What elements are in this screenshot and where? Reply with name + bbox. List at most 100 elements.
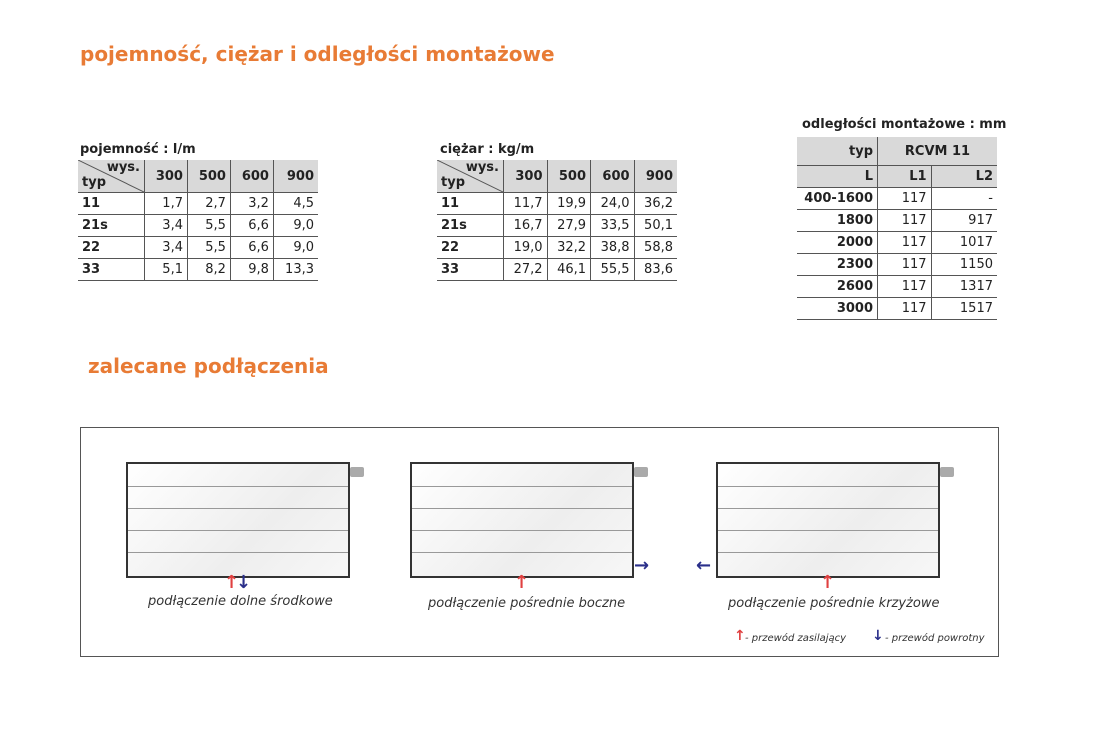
- cell-value: 5,5: [186, 214, 231, 237]
- section-title-connections: zalecane podłączenia: [88, 354, 329, 378]
- connection-label: podłączenie dolne środkowe: [148, 594, 333, 609]
- cell-value: 4,5: [272, 192, 318, 215]
- capacity-caption: pojemność : l/m: [80, 142, 196, 157]
- cell-value: -: [930, 187, 997, 210]
- supply-arrow-icon: ↑: [224, 572, 240, 593]
- mounting-table: typ RCVM 11 L L1 L2 400-1600 117-1800 117 917 2…: [797, 137, 997, 320]
- col-header: 500: [186, 160, 231, 193]
- cell-value: 6,6: [229, 214, 274, 237]
- cell-value: 9,0: [272, 236, 318, 259]
- model-header: RCVM 11: [877, 137, 997, 166]
- supply-arrow-icon: ↑: [820, 572, 836, 593]
- row-label: 33: [437, 258, 504, 281]
- cell-value: 46,1: [546, 258, 591, 281]
- cell-value: 9,8: [229, 258, 274, 281]
- cell-value: 38,8: [590, 236, 635, 259]
- weight-caption: ciężar : kg/m: [440, 142, 535, 157]
- col-header: L1: [877, 165, 932, 188]
- table-row: 2000 117 1017: [797, 231, 997, 254]
- connection-label: podłączenie pośrednie krzyżowe: [728, 596, 940, 611]
- cell-value: 9,0: [272, 214, 318, 237]
- valve-icon: [940, 467, 954, 477]
- cell-value: 117: [877, 275, 932, 298]
- col-header: L2: [930, 165, 997, 188]
- cell-value: 36,2: [633, 192, 677, 215]
- cell-value: 11,7: [503, 192, 548, 215]
- cell-value: 8,2: [186, 258, 231, 281]
- col-header: 600: [590, 160, 635, 193]
- row-label: 33: [78, 258, 145, 281]
- col-header: 600: [229, 160, 274, 193]
- return-legend: - przewód powrotny: [885, 633, 985, 644]
- col-header: 900: [633, 160, 677, 193]
- row-label: 2000: [797, 231, 878, 254]
- table-row: 21s 3,4 5,5 6,6 9,0: [78, 214, 318, 237]
- cell-value: 6,6: [229, 236, 274, 259]
- cell-value: 27,2: [503, 258, 548, 281]
- table-row: 2600 117 1317: [797, 275, 997, 298]
- cell-value: 58,8: [633, 236, 677, 259]
- cell-value: 117: [877, 297, 932, 320]
- cell-value: 19,0: [503, 236, 548, 259]
- table-row: 21s 16,7 27,9 33,5 50,1: [437, 214, 677, 237]
- typ-header: typ: [797, 137, 878, 166]
- cell-value: 55,5: [590, 258, 635, 281]
- cell-value: 1,7: [144, 192, 188, 215]
- row-label: 21s: [437, 214, 504, 237]
- cell-value: 5,5: [186, 236, 231, 259]
- col-header: 500: [546, 160, 591, 193]
- cell-value: 27,9: [546, 214, 591, 237]
- cell-value: 5,1: [144, 258, 188, 281]
- cell-value: 13,3: [272, 258, 318, 281]
- col-header: 300: [144, 160, 188, 193]
- row-label: 22: [78, 236, 145, 259]
- cell-value: 33,5: [590, 214, 635, 237]
- mounting-caption: odległości montażowe : mm: [802, 117, 1007, 132]
- section-title-specs: pojemność, ciężar i odległości montażowe: [80, 42, 555, 66]
- return-legend-icon: ↓: [872, 628, 884, 644]
- cell-value: 917: [930, 209, 997, 232]
- return-arrow-icon: ←: [696, 555, 712, 576]
- cell-value: 3,4: [144, 236, 188, 259]
- cell-value: 117: [877, 231, 932, 254]
- header-corner: wys. typ: [78, 160, 145, 193]
- valve-icon: [634, 467, 648, 477]
- table-row: 33 27,2 46,1 55,5 83,6: [437, 258, 677, 281]
- return-arrow-icon: ↓: [236, 572, 252, 593]
- col-header: 300: [503, 160, 548, 193]
- row-label: 2600: [797, 275, 878, 298]
- table-row: 400-1600 117-: [797, 187, 997, 210]
- header-corner: wys. typ: [437, 160, 504, 193]
- col-header: L: [797, 165, 878, 188]
- row-label: 11: [78, 192, 145, 215]
- table-row: 33 5,1 8,2 9,8 13,3: [78, 258, 318, 281]
- row-label: 1800: [797, 209, 878, 232]
- cell-value: 117: [877, 187, 932, 210]
- cell-value: 32,2: [546, 236, 591, 259]
- cell-value: 3,4: [144, 214, 188, 237]
- table-row: 3000 117 1517: [797, 297, 997, 320]
- cell-value: 24,0: [590, 192, 635, 215]
- connection-label: podłączenie pośrednie boczne: [428, 596, 626, 611]
- valve-icon: [350, 467, 364, 477]
- cell-value: 1317: [930, 275, 997, 298]
- supply-arrow-icon: ↑: [514, 572, 530, 593]
- table-row: 1800 117 917: [797, 209, 997, 232]
- weight-table: wys. typ 300 500 600 900 11 11,7 19,9 24,0 36,2 2…: [437, 160, 677, 281]
- cell-value: 50,1: [633, 214, 677, 237]
- table-row: 11 11,7 19,9 24,0 36,2: [437, 192, 677, 215]
- table-row: 11 1,7 2,7 3,2 4,5: [78, 192, 318, 215]
- cell-value: 16,7: [503, 214, 548, 237]
- supply-legend: - przewód zasilający: [745, 633, 847, 644]
- table-row: 22 3,4 5,5 6,6 9,0: [78, 236, 318, 259]
- cell-value: 117: [877, 253, 932, 276]
- row-label: 22: [437, 236, 504, 259]
- row-label: 400-1600: [797, 187, 878, 210]
- table-row: 2300 117 1150: [797, 253, 997, 276]
- cell-value: 83,6: [633, 258, 677, 281]
- row-label: 11: [437, 192, 504, 215]
- row-label: 3000: [797, 297, 878, 320]
- cell-value: 117: [877, 209, 932, 232]
- table-row: 22 19,0 32,2 38,8 58,8: [437, 236, 677, 259]
- return-arrow-icon: →: [634, 555, 650, 576]
